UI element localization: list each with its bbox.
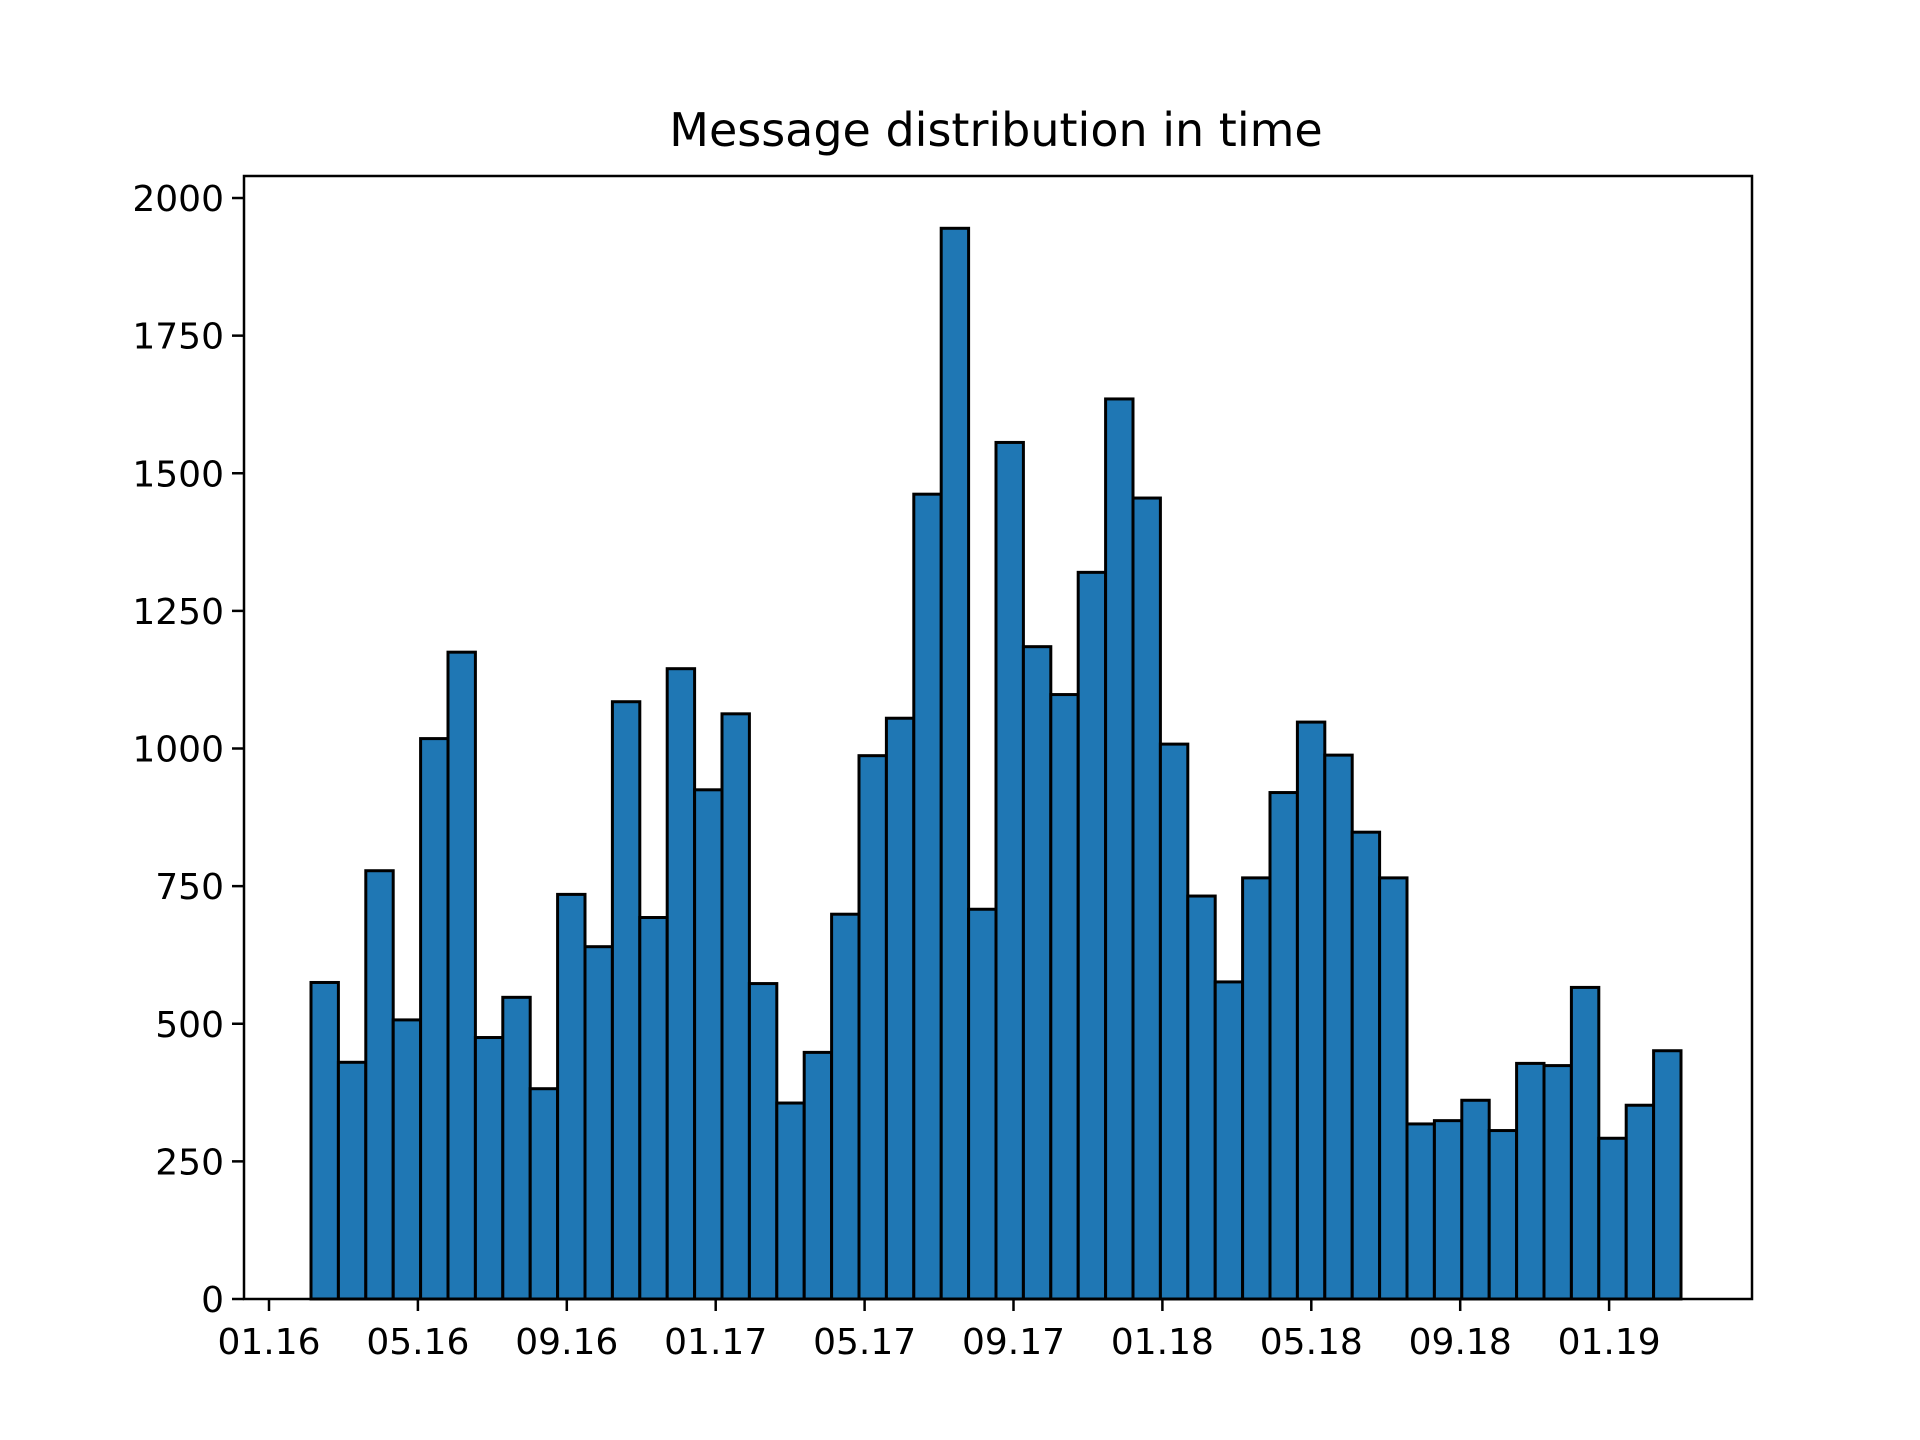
y-tick-label: 2000	[132, 179, 224, 220]
histogram-bar	[967, 907, 998, 1301]
histogram-bar	[720, 712, 751, 1301]
histogram-bar	[1597, 1136, 1628, 1301]
histogram-bar	[1213, 980, 1245, 1301]
y-tick-label: 1000	[132, 730, 224, 771]
y-tick-label: 1250	[132, 592, 224, 633]
histogram-bar	[638, 916, 669, 1301]
histogram-bar	[446, 650, 477, 1301]
y-axis: 0 250 500 750 1000 1250 1500 1750 2000	[132, 179, 244, 1321]
y-tick-label: 750	[155, 867, 224, 908]
histogram-bar	[1241, 876, 1272, 1301]
x-tick-label: 09.16	[515, 1322, 618, 1363]
histogram-bar	[1158, 742, 1190, 1301]
histogram-bar	[1049, 693, 1080, 1301]
x-tick-label: 05.16	[366, 1322, 469, 1363]
histogram-bar	[912, 492, 943, 1301]
y-tick-label: 1500	[132, 454, 224, 495]
histogram-bar	[309, 980, 340, 1301]
histogram-bar	[473, 1036, 505, 1301]
bars-group	[309, 226, 1683, 1301]
histogram-bar	[391, 1018, 423, 1301]
x-tick-label: 05.17	[813, 1322, 916, 1363]
histogram-bar	[665, 667, 697, 1301]
x-tick-label: 01.18	[1111, 1322, 1214, 1363]
histogram-bar	[1405, 1122, 1436, 1301]
histogram-bar	[583, 945, 614, 1301]
histogram-bar	[1268, 791, 1299, 1301]
histogram-bar	[994, 440, 1025, 1301]
histogram-bar	[1021, 645, 1053, 1301]
histogram-bar	[1515, 1061, 1546, 1301]
histogram-bar	[1460, 1098, 1491, 1301]
histogram-bar	[1076, 570, 1108, 1301]
histogram-bar	[857, 754, 888, 1301]
histogram-bar	[1432, 1119, 1464, 1301]
histogram-bar	[1186, 894, 1217, 1301]
x-tick-label: 01.16	[217, 1322, 320, 1363]
plot-area-frame	[242, 174, 1754, 1301]
x-tick-label: 09.18	[1409, 1322, 1512, 1363]
histogram-bar	[364, 869, 395, 1301]
histogram-bar	[1323, 753, 1354, 1301]
histogram-bar	[1487, 1129, 1519, 1301]
histogram-bar	[528, 1087, 560, 1301]
y-tick-label: 0	[201, 1280, 224, 1321]
histogram-bar	[1652, 1049, 1683, 1301]
x-axis: 01.16 05.16 09.16 01.17 05.17 09.17 01.18 05.18…	[217, 1299, 1661, 1363]
x-tick-label: 09.17	[962, 1322, 1065, 1363]
histogram-bar	[1104, 397, 1135, 1301]
y-tick-label: 1750	[132, 317, 224, 358]
histogram-bar	[1624, 1103, 1656, 1301]
histogram-bar	[939, 226, 971, 1301]
y-tick-label: 250	[155, 1142, 224, 1183]
y-tick-label: 500	[155, 1005, 224, 1046]
histogram-bar	[556, 892, 587, 1301]
histogram-bar	[830, 912, 861, 1301]
histogram-bar	[693, 788, 724, 1301]
histogram-bar	[419, 737, 450, 1301]
x-tick-label: 01.19	[1558, 1322, 1661, 1363]
histogram-bar	[1569, 985, 1601, 1301]
histogram-bar	[1378, 876, 1409, 1301]
x-tick-label: 05.18	[1260, 1322, 1363, 1363]
histogram-bar	[1131, 496, 1162, 1301]
histogram-bar	[610, 700, 642, 1301]
histogram-bar	[802, 1050, 834, 1301]
histogram-bar	[747, 982, 779, 1301]
histogram-bar	[1542, 1064, 1573, 1301]
chart-title: Message distribution in time	[669, 103, 1322, 157]
histogram-bar	[775, 1101, 806, 1301]
x-tick-label: 01.17	[664, 1322, 767, 1363]
histogram-bar	[1295, 720, 1327, 1301]
histogram-bar	[1350, 830, 1382, 1301]
histogram-bar	[884, 716, 916, 1301]
histogram-bar	[501, 995, 532, 1301]
histogram-bar	[336, 1060, 368, 1301]
